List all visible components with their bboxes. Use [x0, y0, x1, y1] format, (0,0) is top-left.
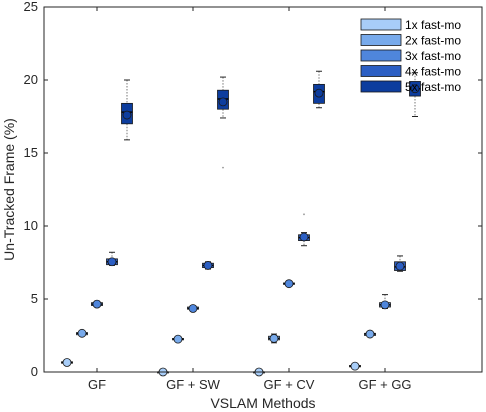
x-tick-label: GF + SW [166, 377, 221, 392]
tick-layer: 0 5 10 15 20 25 GF GF + SW GF + CV GF + GG [24, 0, 482, 392]
box-5x-3 [313, 70, 325, 109]
legend-swatch [360, 18, 402, 31]
legend-swatch [360, 65, 402, 77]
box-5x-1 [121, 79, 133, 141]
box-3x-2 [187, 304, 199, 313]
mean-marker [77, 328, 87, 338]
mean-marker [299, 232, 309, 242]
x-tick-label: GF + CV [264, 377, 315, 392]
mean-marker [188, 304, 198, 313]
box-4x-2 [202, 261, 214, 270]
mean-marker [122, 110, 132, 120]
mean-marker [350, 361, 360, 371]
box-3x-1 [91, 299, 103, 309]
y-tick-label: 0 [31, 364, 38, 379]
box-2x-2 [172, 334, 184, 344]
y-tick-label: 10 [24, 218, 38, 233]
y-tick-label: 20 [24, 72, 38, 87]
legend-swatch [360, 34, 402, 46]
boxes-layer [61, 70, 421, 377]
y-tick-label: 25 [24, 0, 38, 14]
mean-marker [380, 300, 390, 310]
box-2x-1 [76, 328, 88, 338]
y-tick-label: 5 [31, 291, 38, 306]
legend-swatch [360, 49, 402, 62]
outlier-point [222, 166, 224, 169]
box-4x-1 [106, 251, 118, 267]
x-axis-title: VSLAM Methods [210, 395, 315, 411]
legend-label: 3x fast-mo [405, 49, 461, 63]
box-3x-4 [379, 294, 391, 310]
plot-area [44, 7, 482, 372]
x-tick-label: GF [88, 377, 106, 392]
mean-marker [395, 261, 405, 271]
legend-swatch [360, 80, 402, 93]
legend-label: 5x fast-mo [405, 80, 461, 94]
mean-marker [269, 334, 279, 343]
box-3x-3 [283, 279, 295, 289]
legend-label: 1x fast-mo [405, 18, 461, 32]
y-tick-label: 15 [24, 145, 38, 160]
box-2x-4 [364, 329, 376, 339]
mean-marker [284, 279, 294, 289]
box-1x-4 [349, 361, 361, 371]
mean-marker [107, 257, 117, 267]
mean-marker [62, 358, 72, 367]
outlier-point [303, 213, 305, 216]
box-4x-4 [394, 255, 406, 272]
mean-marker [218, 97, 228, 107]
mean-marker [410, 84, 420, 94]
box-1x-1 [61, 358, 73, 367]
box-2x-3 [268, 333, 280, 344]
mean-marker [365, 329, 375, 339]
mean-marker [173, 334, 183, 344]
box-5x-2 [217, 76, 229, 169]
y-axis-title: Un-Tracked Frame (%) [1, 118, 17, 261]
box-5x-4 [409, 72, 421, 117]
legend-label: 2x fast-mo [405, 34, 461, 48]
mean-marker [203, 261, 213, 270]
legend-label: 4x fast-mo [405, 65, 461, 79]
mean-marker [314, 88, 324, 98]
x-tick-label: GF + GG [358, 377, 411, 392]
box-4x-3 [298, 213, 310, 247]
plot-frame [43, 6, 483, 373]
mean-marker [92, 299, 102, 309]
